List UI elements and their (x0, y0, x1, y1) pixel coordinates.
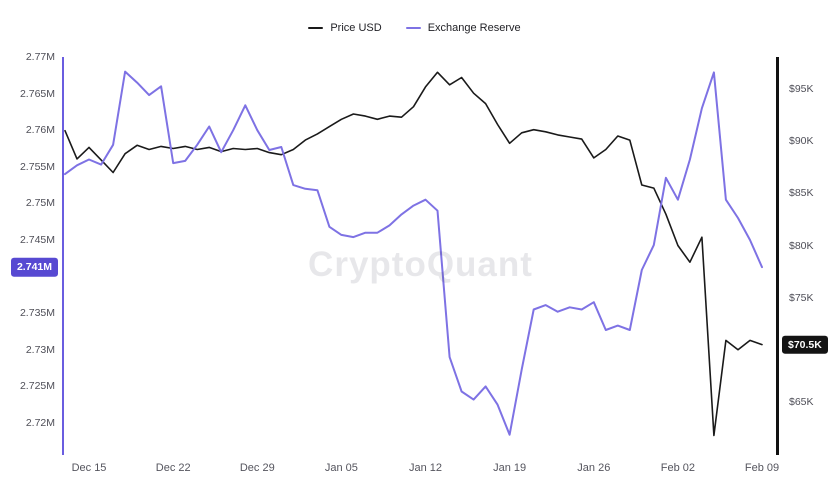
right-axis-tick: $95K (789, 83, 814, 95)
x-axis-tick: Jan 05 (324, 462, 358, 474)
x-axis-tick: Jan 12 (408, 462, 443, 474)
x-axis-tick: Jan 26 (577, 462, 611, 474)
right-axis-tick: $75K (789, 291, 814, 304)
left-axis-tick: 2.72M (25, 417, 55, 429)
x-axis-labels: Dec 15 Dec 22 Dec 29 Jan 05 Jan 12 Jan 19 Jan … (62, 462, 780, 478)
x-axis-tick: Feb 02 (660, 462, 696, 474)
left-axis-tick: 2.75M (25, 197, 55, 210)
x-axis-tick: Dec 22 (155, 462, 191, 474)
exchange-reserve-line (64, 70, 763, 436)
chart-legend: Price USD Exchange Reserve (0, 22, 829, 34)
left-axis-tick: 2.76M (25, 124, 55, 137)
reserve-current-value-badge: 2.741M (10, 257, 58, 277)
right-axis-tick: $80K (789, 239, 814, 252)
chart-plot[interactable] (62, 57, 779, 455)
legend-line-swatch (308, 27, 324, 29)
legend-line-swatch (405, 27, 421, 29)
left-axis-tick: 2.77M (25, 51, 55, 63)
price-usd-line (64, 71, 763, 437)
left-axis-tick: 2.725M (19, 380, 55, 393)
left-axis-labels: 2.77M 2.765M 2.76M 2.755M 2.75M 2.745M 2.735M 2… (12, 51, 58, 455)
x-axis-tick: Dec 29 (239, 462, 275, 474)
right-axis-tick: $65K (789, 396, 814, 408)
legend-item-exchange-reserve[interactable]: Exchange Reserve (405, 22, 521, 34)
right-axis-tick: $90K (789, 135, 814, 148)
right-axis-labels: $95K $90K $85K $80K $75K $65K (787, 57, 827, 455)
x-axis-tick: Feb 09 (744, 462, 780, 474)
left-axis-tick: 2.735M (19, 307, 55, 320)
left-axis-tick: 2.73M (25, 343, 55, 356)
legend-item-price-usd[interactable]: Price USD (308, 22, 382, 34)
legend-label: Exchange Reserve (427, 22, 521, 34)
x-axis-tick: Dec 15 (71, 462, 107, 474)
price-current-value-badge: $70.5K (782, 335, 828, 354)
left-axis-tick: 2.745M (19, 234, 55, 246)
left-axis-tick: 2.755M (19, 160, 55, 173)
left-axis-tick: 2.765M (19, 87, 55, 100)
legend-label: Price USD (330, 22, 382, 34)
chart-area[interactable]: CryptoQuant (62, 57, 779, 455)
right-axis-tick: $85K (789, 187, 814, 200)
x-axis-tick: Jan 19 (493, 462, 527, 474)
